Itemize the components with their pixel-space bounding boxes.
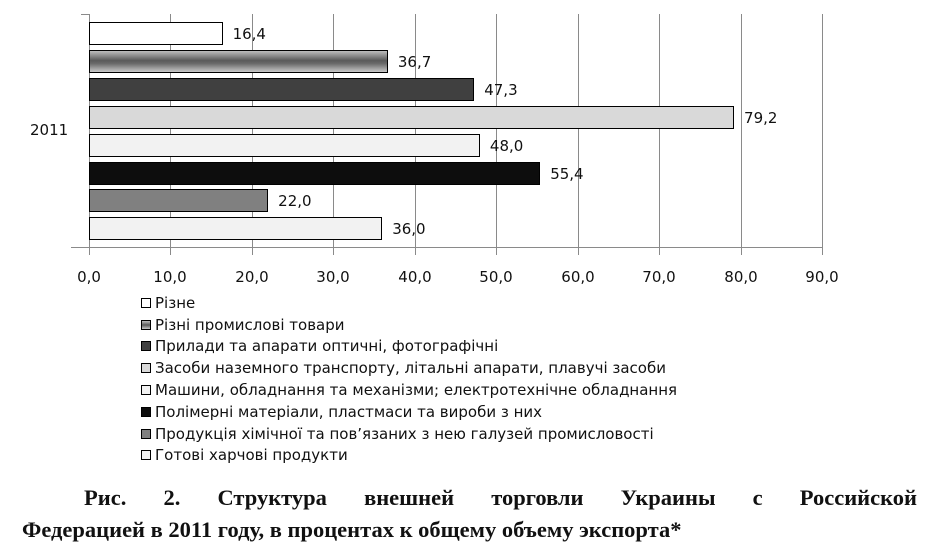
y-axis-cap (81, 14, 89, 15)
gridline (252, 14, 253, 247)
x-tick (578, 247, 579, 255)
gridline (333, 14, 334, 247)
x-tick-label: 50,0 (479, 268, 513, 286)
bar-8 (89, 217, 383, 240)
category-label: 2011 (30, 121, 69, 139)
bar-value-label: 36,7 (397, 53, 432, 71)
bar-1 (89, 22, 223, 45)
x-tick (415, 247, 416, 255)
legend-swatch (141, 319, 151, 330)
legend-label: Продукція хімічної та пов’язаних з нею г… (155, 424, 654, 443)
legend-label: Машини, обладнання та механізми; електро… (155, 381, 678, 400)
legend-item: Полімерні матеріали, пластмаси та вироби… (141, 401, 677, 423)
bar-2 (89, 50, 388, 73)
bar-value-label: 16,4 (232, 25, 266, 43)
x-tick (89, 247, 90, 255)
legend-swatch (141, 341, 151, 352)
figure-caption: Рис. 2. Структура внешней торговли Украи… (22, 482, 917, 546)
x-tick-label: 10,0 (153, 268, 187, 286)
legend-label: Готові харчові продукти (155, 446, 348, 465)
gridline (822, 14, 823, 247)
x-tick-label: 30,0 (316, 268, 350, 286)
bar-6 (89, 162, 541, 185)
gridline (659, 14, 660, 247)
legend-label: Різні промислові товари (155, 315, 345, 334)
bar-value-label: 79,2 (744, 109, 778, 127)
legend-swatch (141, 406, 151, 417)
gridline (415, 14, 416, 247)
gridline (741, 14, 742, 247)
legend-item: Машини, обладнання та механізми; електро… (141, 379, 677, 401)
legend-label: Полімерні матеріали, пластмаси та вироби… (155, 402, 543, 421)
legend-swatch (141, 450, 151, 461)
x-tick-label: 60,0 (561, 268, 595, 286)
bar-5 (89, 134, 480, 157)
legend: Різне Різні промислові товари Прилади та а… (141, 292, 677, 466)
legend-item: Прилади та апарати оптичні, фотографічні (141, 336, 677, 358)
x-tick (822, 247, 823, 255)
legend-swatch (141, 428, 151, 439)
caption-line-2: Федерацией в 2011 году, в процентах к об… (22, 517, 682, 542)
legend-item: Різні промислові товари (141, 314, 677, 336)
bar-value-label: 36,0 (392, 220, 426, 238)
legend-label: Прилади та апарати оптичні, фотографічні (155, 337, 499, 356)
x-tick-label: 0,0 (77, 268, 101, 286)
x-tick (170, 247, 171, 255)
plot-area: 0,0 10,0 20,0 30,0 40,0 50,0 60,0 70,0 80,0 90,0 1… (71, 14, 839, 286)
bar-value-label: 22,0 (278, 192, 312, 210)
legend-swatch (141, 363, 151, 374)
x-tick-label: 40,0 (398, 268, 432, 286)
legend-item: Продукція хімічної та пов’язаних з нею г… (141, 423, 677, 445)
bar-7 (89, 189, 269, 212)
x-tick-label: 20,0 (235, 268, 269, 286)
x-tick-label: 70,0 (642, 268, 676, 286)
x-tick (659, 247, 660, 255)
bar-value-label: 47,3 (484, 81, 518, 99)
x-tick (741, 247, 742, 255)
legend-label: Різне (155, 293, 196, 312)
x-tick (333, 247, 334, 255)
gridline (496, 14, 497, 247)
legend-item: Засоби наземного транспорту, літальні ап… (141, 357, 677, 379)
caption-line-1: Рис. 2. Структура внешней торговли Украи… (84, 485, 917, 510)
x-tick-label: 80,0 (724, 268, 758, 286)
legend-item: Готові харчові продукти (141, 445, 677, 467)
bar-3 (89, 78, 475, 101)
legend-item: Різне (141, 292, 677, 314)
bar-value-label: 48,0 (489, 137, 524, 155)
x-axis (71, 247, 822, 248)
legend-swatch (141, 385, 151, 396)
x-tick (496, 247, 497, 255)
gridline (578, 14, 579, 247)
legend-swatch (141, 297, 151, 308)
bar-value-label: 55,4 (550, 165, 584, 183)
x-tick-label: 90,0 (805, 268, 839, 286)
legend-label: Засоби наземного транспорту, літальні ап… (155, 359, 666, 378)
gridline (170, 14, 171, 247)
x-tick (252, 247, 253, 255)
bar-4 (89, 106, 735, 129)
